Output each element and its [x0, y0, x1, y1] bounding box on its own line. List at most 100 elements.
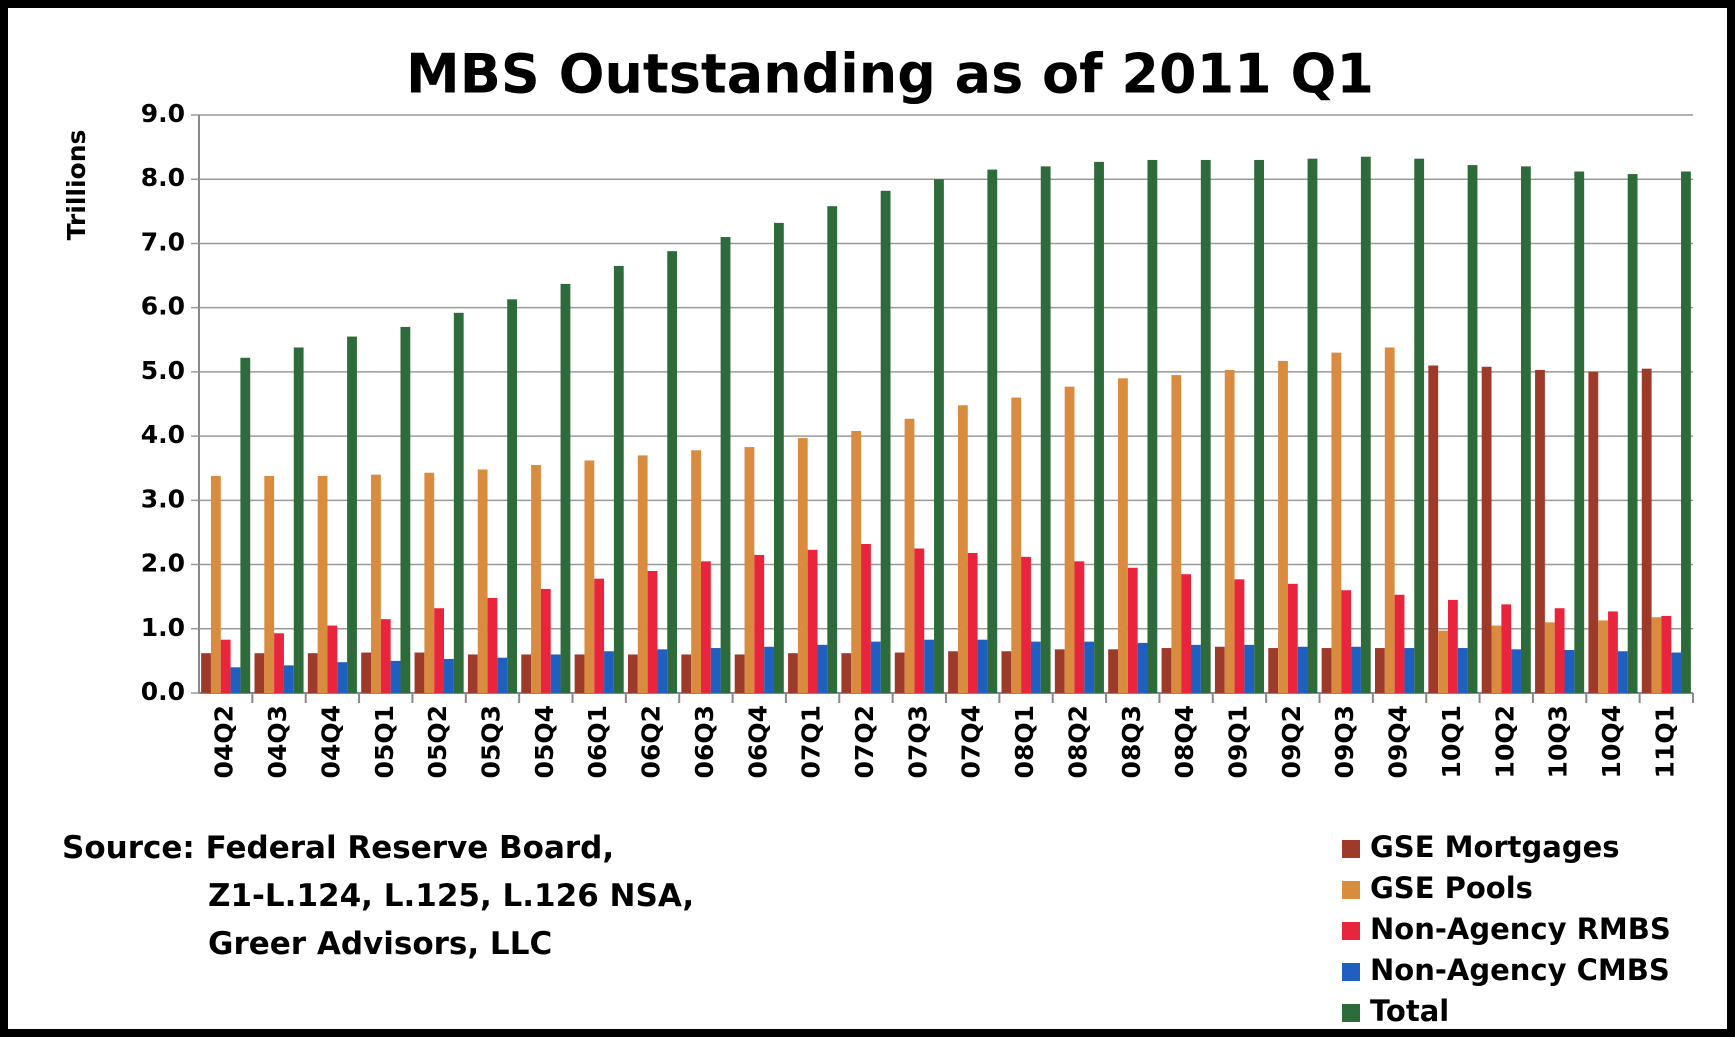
bar: [1064, 386, 1075, 693]
bar: [1074, 561, 1085, 693]
bar: [1627, 174, 1638, 693]
bar: [1011, 397, 1022, 693]
x-tick-label: 06Q2: [637, 705, 666, 778]
bar: [1574, 171, 1585, 693]
bar: [1244, 644, 1255, 693]
bar: [681, 654, 692, 693]
bar: [1511, 649, 1521, 693]
x-tick-label: 08Q1: [1010, 705, 1039, 778]
bar: [453, 312, 464, 693]
bar: [584, 460, 595, 693]
bar: [841, 653, 852, 693]
bar: [1118, 378, 1128, 693]
bar: [797, 438, 808, 693]
y-tick-label: 8.0: [141, 163, 185, 192]
bar: [337, 662, 348, 693]
x-tick-label: 06Q4: [743, 705, 772, 778]
bar: [1661, 615, 1672, 693]
x-tick-label: 10Q1: [1437, 705, 1466, 778]
x-tick-label: 09Q2: [1277, 705, 1306, 778]
x-tick-label: 10Q4: [1597, 705, 1626, 778]
x-tick-label: 09Q1: [1223, 705, 1252, 778]
bar: [764, 646, 774, 693]
bar: [317, 475, 328, 693]
bar: [880, 190, 891, 693]
bar: [1234, 579, 1245, 693]
bar: [1214, 646, 1225, 693]
bar: [1394, 594, 1405, 693]
bar: [434, 608, 445, 693]
bar: [390, 660, 401, 693]
bar: [1501, 604, 1512, 693]
bar: [754, 554, 765, 693]
bar: [1404, 648, 1415, 693]
bar: [1617, 651, 1628, 693]
y-tick-label: 2.0: [141, 549, 185, 578]
x-tick-label: 07Q2: [850, 705, 879, 778]
bar: [1147, 159, 1158, 693]
bar: [807, 549, 818, 693]
bar: [1428, 365, 1439, 693]
bar: [1491, 625, 1502, 693]
bar: [1588, 371, 1599, 693]
bar: [637, 455, 648, 693]
bar: [1438, 630, 1448, 693]
bar: [240, 357, 251, 693]
x-tick-label: 05Q2: [423, 705, 452, 778]
bar: [274, 633, 284, 693]
y-tick-label: 0.0: [141, 677, 185, 706]
bar: [647, 570, 658, 693]
legend-label: Non-Agency CMBS: [1370, 953, 1670, 987]
bar: [361, 652, 372, 693]
bar: [264, 475, 275, 693]
x-tick-label: 04Q4: [316, 705, 345, 778]
y-tick-label: 9.0: [141, 99, 185, 128]
bar: [371, 474, 381, 693]
x-tick-label: 09Q4: [1384, 705, 1413, 778]
bar: [1321, 648, 1332, 693]
bar: [307, 653, 318, 693]
x-tick-label: 06Q1: [583, 705, 612, 778]
bar: [1374, 648, 1385, 693]
legend-label: GSE Pools: [1370, 871, 1533, 905]
bar: [1108, 649, 1119, 693]
bar: [1307, 158, 1318, 693]
bar: [904, 418, 915, 693]
bar: [497, 657, 508, 693]
x-tick-label: 04Q3: [263, 705, 292, 778]
y-tick-label: 3.0: [141, 484, 185, 513]
bar: [861, 544, 871, 693]
bar: [1535, 369, 1545, 693]
chart-title: MBS Outstanding as of 2011 Q1: [406, 43, 1374, 106]
bar: [1520, 166, 1531, 693]
bar: [827, 206, 838, 693]
bar: [1137, 642, 1148, 693]
bar: [1161, 648, 1172, 693]
bar: [424, 472, 435, 693]
x-tick-label: 05Q4: [530, 705, 559, 778]
bar: [1021, 556, 1031, 693]
bar: [400, 326, 411, 693]
bar: [773, 222, 784, 694]
bar: [1467, 165, 1478, 694]
x-tick-label: 07Q4: [957, 705, 986, 778]
bar: [1341, 590, 1352, 693]
bar: [574, 654, 585, 693]
bar: [560, 283, 571, 693]
x-tick-label: 07Q1: [797, 705, 826, 778]
bar: [1641, 368, 1652, 693]
bar: [1554, 608, 1565, 693]
legend-swatch: [1342, 1004, 1360, 1022]
bar: [521, 654, 532, 693]
bar: [414, 652, 425, 693]
bar: [467, 654, 478, 693]
legend-swatch: [1342, 963, 1360, 981]
bar: [977, 639, 988, 693]
bar: [1094, 161, 1104, 694]
bar: [487, 597, 498, 693]
bar: [691, 450, 701, 693]
bar: [1287, 583, 1298, 693]
bar: [1297, 646, 1308, 693]
x-tick-label: 10Q3: [1544, 705, 1573, 778]
